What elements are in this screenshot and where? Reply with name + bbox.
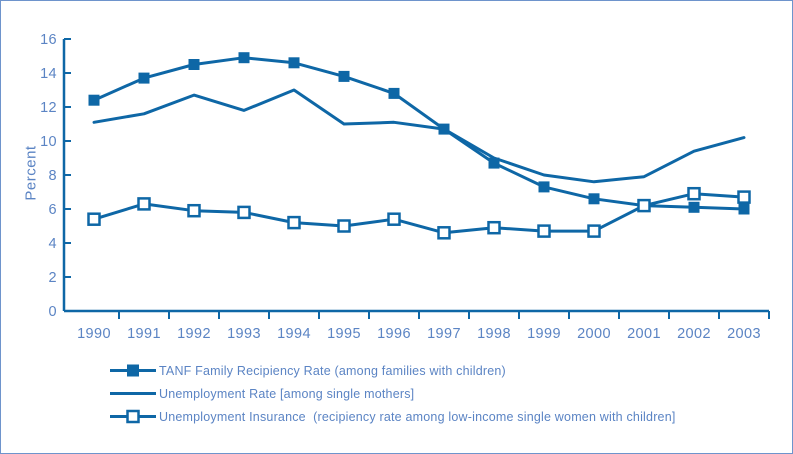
x-tick-label: 1998 <box>477 326 511 342</box>
series-line-2 <box>92 192 746 235</box>
data-point-filled <box>388 87 400 99</box>
legend-label-tanf: TANF Family Recipiency Rate (among famil… <box>159 363 506 378</box>
data-point-filled <box>138 72 150 84</box>
open-square-marker-icon <box>110 409 156 424</box>
data-point-filled <box>438 123 450 135</box>
series-line-1 <box>92 88 746 184</box>
legend-label-unemployment-rate: Unemployment Rate [among single mothers] <box>159 386 415 401</box>
x-tick-label: 1997 <box>427 326 461 342</box>
data-point-open <box>237 205 251 220</box>
data-point-filled <box>288 57 300 69</box>
filled-square-marker-icon <box>110 364 156 377</box>
data-point-filled <box>688 201 700 213</box>
data-point-filled <box>338 70 350 82</box>
y-tick-label: 12 <box>40 100 57 116</box>
x-tick-label: 1994 <box>277 326 311 342</box>
y-tick-label: 2 <box>49 270 57 286</box>
data-point-open <box>737 190 751 204</box>
x-tick-label: 1995 <box>327 326 361 342</box>
x-tick-label: 1992 <box>177 326 211 342</box>
x-tick-label: 2003 <box>727 326 761 342</box>
x-tick-label: 1993 <box>227 326 261 342</box>
data-point-filled <box>588 193 600 205</box>
data-point-open <box>537 224 551 238</box>
data-point-filled <box>238 52 250 64</box>
data-point-open <box>437 226 451 240</box>
legend-label-unemployment-insurance: Unemployment Insurance (recipiency rate … <box>159 409 676 424</box>
line-chart-canvas: 0 2 4 6 8 10 12 14 16 1990 1991 1992 1993 1994 1995 199… <box>40 32 770 342</box>
x-tick-label: 2000 <box>577 326 611 342</box>
data-point-open <box>637 198 651 213</box>
legend-item-unemployment-insurance: Unemployment Insurance (recipiency rate … <box>109 407 676 426</box>
legend-item-unemployment-rate: Unemployment Rate [among single mothers] <box>109 384 676 403</box>
y-tick-label: 4 <box>49 236 57 252</box>
data-point-filled <box>738 203 750 215</box>
data-point-filled <box>188 59 200 70</box>
line-marker-icon <box>110 392 156 395</box>
x-tick-label: 2002 <box>677 326 711 342</box>
data-point-open <box>287 215 301 230</box>
data-point-filled <box>88 94 100 106</box>
y-axis-title: Percent <box>22 145 40 201</box>
legend: TANF Family Recipiency Rate (among famil… <box>109 361 676 426</box>
x-tick-label: 1990 <box>77 326 111 342</box>
data-point-open <box>187 203 201 218</box>
y-tick-label: 10 <box>40 134 57 150</box>
x-tick-label: 2001 <box>627 326 661 342</box>
y-tick-label: 0 <box>49 304 57 320</box>
data-point-open <box>687 186 701 201</box>
data-point-open <box>587 224 601 238</box>
data-point-open <box>337 219 351 233</box>
data-point-open <box>87 212 101 226</box>
data-point-filled <box>488 157 500 169</box>
y-tick-label: 16 <box>40 32 57 48</box>
y-tick-label: 14 <box>40 66 57 82</box>
x-tick-label: 1996 <box>377 326 411 342</box>
data-point-filled <box>538 181 550 193</box>
series-line-0 <box>92 56 746 211</box>
y-tick-label: 6 <box>49 202 57 218</box>
y-tick-label: 8 <box>49 168 57 184</box>
x-tick-label: 1999 <box>527 326 561 342</box>
x-tick-label: 1991 <box>127 326 161 342</box>
legend-item-tanf: TANF Family Recipiency Rate (among famil… <box>109 361 676 380</box>
data-point-open <box>387 212 401 226</box>
data-point-open <box>137 197 151 211</box>
data-point-open <box>487 220 501 235</box>
